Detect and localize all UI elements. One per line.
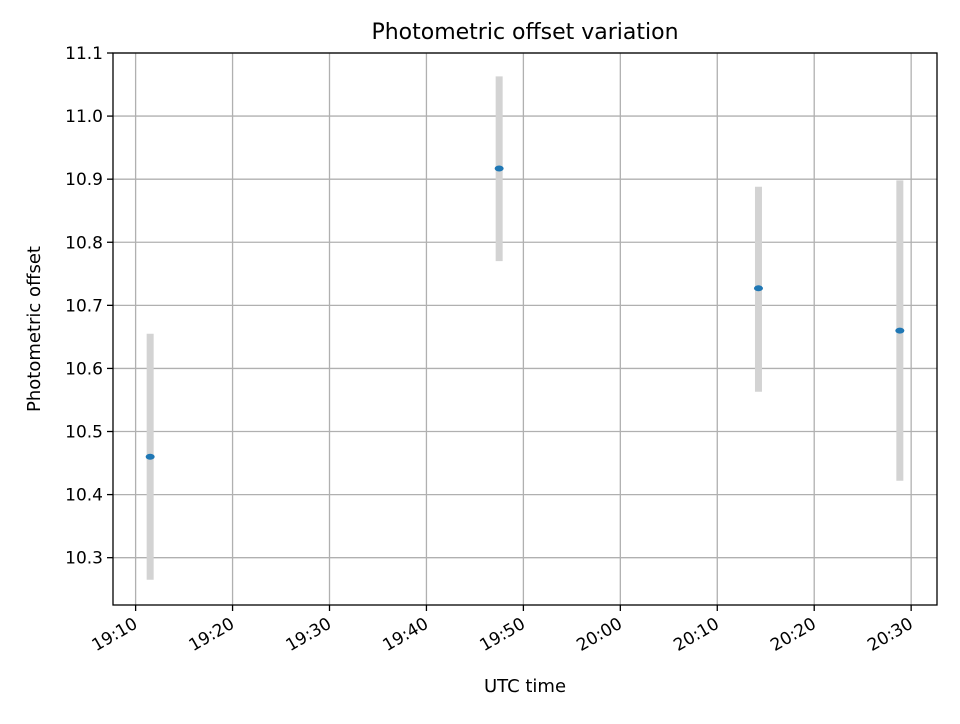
data-point bbox=[494, 165, 504, 172]
axis-ticks: 19:10 19:20 19:30 19:40 19:50 20:00 20:10 20:20… bbox=[65, 44, 917, 656]
y-tick-label: 11.1 bbox=[65, 44, 103, 64]
y-tick-label: 10.6 bbox=[65, 359, 103, 379]
x-tick-label: 20:20 bbox=[767, 614, 819, 656]
plot-area-frame bbox=[112, 52, 938, 606]
data-point bbox=[145, 453, 155, 460]
y-tick-label: 10.4 bbox=[65, 486, 103, 506]
y-tick-label: 10.7 bbox=[65, 296, 103, 316]
chart-title: Photometric offset variation bbox=[371, 20, 678, 45]
x-tick-label: 20:00 bbox=[573, 614, 625, 656]
grid-lines bbox=[113, 52, 937, 605]
x-tick-label: 19:20 bbox=[186, 614, 238, 656]
y-tick-label: 10.3 bbox=[65, 549, 103, 569]
x-tick-label: 20:10 bbox=[670, 614, 722, 656]
y-axis-label: Photometric offset bbox=[24, 246, 45, 412]
y-tick-label: 11.0 bbox=[65, 107, 103, 127]
x-tick-label: 20:30 bbox=[864, 614, 916, 656]
x-axis-label: UTC time bbox=[484, 676, 566, 697]
y-tick-label: 10.9 bbox=[65, 170, 103, 190]
x-tick-label: 19:40 bbox=[380, 614, 432, 656]
x-tick-label: 19:30 bbox=[283, 614, 335, 656]
y-tick-label: 10.8 bbox=[65, 233, 103, 253]
data-point bbox=[753, 285, 763, 292]
x-tick-label: 19:50 bbox=[476, 614, 528, 656]
y-tick-label: 10.5 bbox=[65, 423, 103, 443]
x-tick-label: 19:10 bbox=[89, 614, 141, 656]
data-points bbox=[145, 165, 905, 460]
data-point bbox=[895, 327, 905, 334]
error-bars bbox=[146, 76, 904, 580]
